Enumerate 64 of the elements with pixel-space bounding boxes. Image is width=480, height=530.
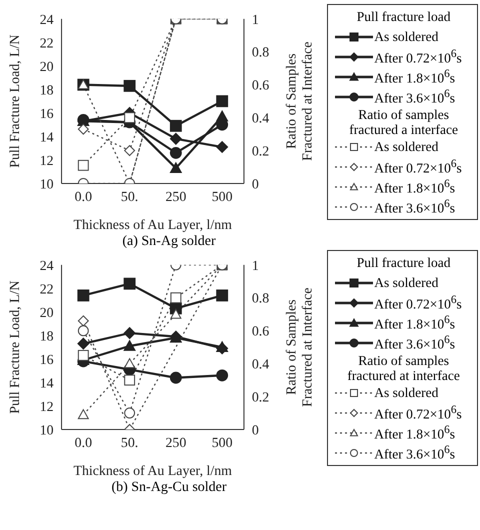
- x-axis-title: Thickness of Au Layer, l/nm: [74, 464, 232, 480]
- y2-tick-label: 0.6: [252, 78, 270, 94]
- y-tick-label: 22: [40, 36, 54, 52]
- legend-label: After 1.8×10$^{6}$s: [374, 314, 455, 332]
- y-tick-label: 24: [40, 258, 54, 274]
- legend-label: After 3.6×10$^{6}$s: [374, 444, 455, 462]
- x-tick-label: 0.0: [74, 190, 92, 206]
- legend-label: As soldered: [374, 139, 438, 155]
- y-tick-label: 16: [40, 352, 54, 368]
- y2-tick-label: 1: [252, 258, 259, 274]
- y-tick-label: 24: [40, 12, 54, 28]
- y-tick-label: 12: [40, 400, 54, 415]
- legend-label: After 1.8×10$^{6}$s: [374, 424, 455, 442]
- legend-label: After 1.8×10$^{6}$s: [374, 68, 455, 86]
- legend-label: As soldered: [374, 275, 438, 291]
- y2-tick-label: 0: [252, 177, 259, 192]
- legend-label: After 1.8×10$^{6}$s: [374, 178, 455, 196]
- y-tick-label: 10: [40, 177, 54, 192]
- y2-tick-label: 1: [252, 12, 259, 28]
- text: (b) Sn-Ag-Cu solder: [110, 480, 228, 496]
- y-axis-title: Pull Fracture Load, L/N: [8, 34, 23, 168]
- y2-axis-title: Ratio of Samples Fractured at Interface: [284, 42, 316, 161]
- x-tick-label: 50.: [120, 190, 138, 206]
- y-tick-label: 12: [40, 154, 54, 169]
- legend-label: After 3.6×10$^{6}$s: [374, 334, 455, 352]
- y2-axis-title: Ratio of Samples Fractured at Interface: [284, 288, 316, 407]
- x-tick-label: 0.0: [74, 436, 92, 452]
- y-tick-label: 14: [40, 130, 54, 146]
- x-tick-label: 250: [165, 436, 186, 452]
- y2-tick-label: 0.4: [252, 358, 270, 373]
- y-tick-label: 18: [40, 83, 54, 98]
- text: Ratio of samples fractured at interface: [346, 353, 461, 383]
- y-tick-label: 10: [40, 423, 54, 438]
- legend-label: After 0.72×10$^{6}$s: [374, 48, 462, 66]
- x-axis-title: Thickness of Au Layer, l/nm: [74, 218, 232, 234]
- legend-label: After 0.72×10$^{6}$s: [374, 294, 462, 312]
- legend-title: Pull fracture load: [356, 9, 452, 25]
- text: (a) Sn-Ag solder: [121, 234, 217, 250]
- y-tick-label: 18: [40, 329, 54, 344]
- x-tick-label: 50.: [120, 436, 138, 452]
- y-tick-label: 20: [40, 306, 54, 321]
- legend-label: As soldered: [374, 29, 438, 45]
- y2-tick-label: 0.6: [252, 324, 270, 340]
- y-tick-label: 16: [40, 106, 54, 122]
- y-tick-label: 20: [40, 60, 54, 75]
- y2-tick-label: 0.4: [252, 112, 270, 127]
- y2-tick-label: 0.2: [252, 390, 270, 406]
- y2-tick-label: 0: [252, 423, 259, 438]
- legend-label: As soldered: [374, 385, 438, 401]
- text: Ratio of samples fractured a interface: [348, 107, 459, 137]
- x-tick-label: 250: [165, 190, 186, 206]
- y2-tick-label: 0.8: [252, 46, 270, 61]
- legend-label: After 0.72×10$^{6}$s: [374, 404, 462, 422]
- legend-label: After 3.6×10$^{6}$s: [374, 198, 455, 216]
- y-tick-label: 14: [40, 376, 54, 392]
- x-tick-label: 500: [212, 436, 233, 452]
- y2-tick-label: 0.8: [252, 292, 270, 307]
- legend-label: After 0.72×10$^{6}$s: [374, 158, 462, 176]
- y2-tick-label: 0.2: [252, 144, 270, 160]
- y-axis-title: Pull Fracture Load, L/N: [8, 280, 23, 414]
- x-tick-label: 500: [212, 190, 233, 206]
- y-tick-label: 22: [40, 282, 54, 298]
- legend-label: After 3.6×10$^{6}$s: [374, 88, 455, 106]
- legend-title: Pull fracture load: [356, 255, 452, 271]
